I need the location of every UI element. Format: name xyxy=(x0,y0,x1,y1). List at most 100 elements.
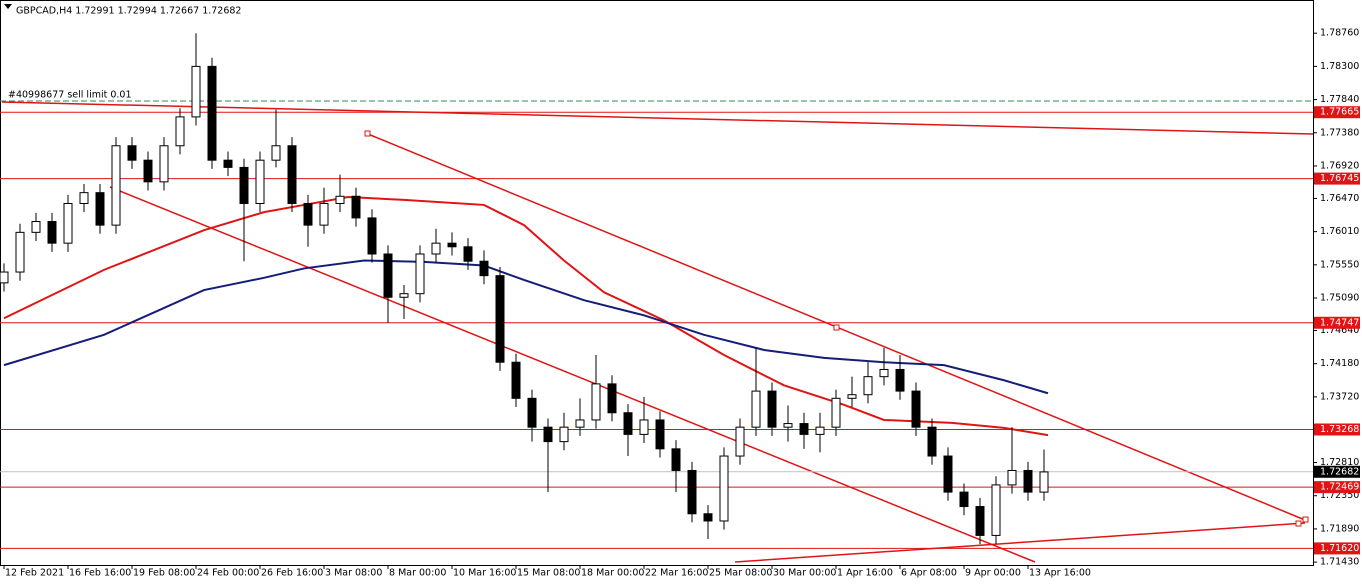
candle-body xyxy=(687,469,697,515)
candle-body xyxy=(207,65,217,161)
trendline xyxy=(109,186,1036,563)
candle-body xyxy=(639,419,649,435)
candle-body xyxy=(655,419,665,450)
candle-body xyxy=(1007,469,1017,486)
x-tick-label: 9 Apr 00:00 xyxy=(965,568,1021,579)
candle-body xyxy=(79,192,89,204)
trendline xyxy=(734,522,1306,563)
candle-body xyxy=(1039,471,1049,493)
price-label: 1.72469 xyxy=(1320,482,1359,493)
candle-body xyxy=(0,271,9,284)
price-label: 1.74747 xyxy=(1320,317,1359,328)
x-tick-label: 16 Feb 16:00 xyxy=(69,568,131,579)
y-tick-label: 1.72810 xyxy=(1320,457,1359,468)
candle-body xyxy=(15,231,25,273)
x-tick-label: 18 Mar 00:00 xyxy=(581,568,644,579)
candle-body xyxy=(527,397,537,428)
candle-body xyxy=(255,159,265,204)
x-tick-label: 24 Feb 00:00 xyxy=(197,568,259,579)
candle-body xyxy=(1023,469,1033,493)
candle-body xyxy=(991,484,1001,536)
price-label: 1.77665 xyxy=(1320,107,1359,118)
candle-body xyxy=(95,192,105,226)
candle-body xyxy=(847,394,857,399)
candle-body xyxy=(975,506,985,536)
candle-body xyxy=(591,383,601,421)
menu-arrow[interactable] xyxy=(4,4,12,9)
order-label: #40998677 sell limit 0.01 xyxy=(8,90,132,101)
candle-body xyxy=(383,253,393,298)
x-tick-label: 12 Feb 2021 xyxy=(5,568,64,579)
price-label-box xyxy=(1314,542,1360,555)
anchor xyxy=(364,130,371,137)
candle-body xyxy=(287,145,297,204)
y-tick-label: 1.72350 xyxy=(1320,490,1359,501)
candle-body xyxy=(271,145,281,161)
candle-body xyxy=(703,513,713,522)
y-tick-label: 1.75550 xyxy=(1320,259,1359,270)
x-tick-label: 3 Mar 08:00 xyxy=(325,568,382,579)
price-label-box xyxy=(1314,465,1360,478)
candle-body xyxy=(719,455,729,522)
candle-body xyxy=(831,397,841,428)
x-tick-label: 13 Apr 16:00 xyxy=(1029,568,1091,579)
moving-average xyxy=(3,195,1049,437)
candle-body xyxy=(607,383,617,414)
y-tick-label: 1.78760 xyxy=(1320,28,1359,39)
candle-body xyxy=(863,376,873,396)
x-tick-label: 22 Mar 16:00 xyxy=(645,568,708,579)
candle-body xyxy=(479,260,489,277)
candle-body xyxy=(463,246,473,262)
y-tick-label: 1.74640 xyxy=(1320,325,1359,336)
candle-body xyxy=(303,202,313,226)
x-tick-label: 1 Apr 16:00 xyxy=(837,568,893,579)
candle-body xyxy=(671,448,681,471)
candle-body xyxy=(223,159,233,168)
y-tick-label: 1.76470 xyxy=(1320,193,1359,204)
candle-body xyxy=(943,455,953,493)
candle-body xyxy=(511,361,521,399)
candle-body xyxy=(559,426,569,443)
candle-body xyxy=(31,221,41,233)
candle-body xyxy=(495,275,505,363)
candle-body xyxy=(319,202,329,226)
chart-title: GBPCAD,H4 1.72991 1.72994 1.72667 1.7268… xyxy=(16,6,241,17)
y-tick-label: 1.77380 xyxy=(1320,127,1359,138)
moving-average xyxy=(3,259,1049,395)
y-tick-label: 1.78300 xyxy=(1320,61,1359,72)
candle-body xyxy=(127,145,137,161)
candle-body xyxy=(159,145,169,183)
candle-body xyxy=(367,217,377,255)
candle-body xyxy=(799,423,809,435)
candle-body xyxy=(895,368,905,392)
price-label-box xyxy=(1314,423,1360,436)
y-tick-label: 1.77840 xyxy=(1320,94,1359,105)
candle-body xyxy=(927,426,937,457)
trendline xyxy=(1,101,1314,135)
candle-body xyxy=(191,65,201,118)
x-tick-label: 30 Mar 00:00 xyxy=(773,568,836,579)
price-label: 1.71620 xyxy=(1320,543,1359,554)
y-tick-label: 1.73720 xyxy=(1320,391,1359,402)
x-tick-label: 6 Apr 08:00 xyxy=(901,568,957,579)
candle-body xyxy=(735,426,745,457)
candle-body xyxy=(143,159,153,183)
candle-body xyxy=(751,390,761,428)
anchor xyxy=(833,324,840,331)
candle-body xyxy=(399,293,409,298)
candle-body xyxy=(879,368,889,378)
x-tick-label: 8 Mar 00:00 xyxy=(389,568,446,579)
candle-body xyxy=(815,426,825,435)
y-tick-label: 1.75090 xyxy=(1320,293,1359,304)
price-label-box xyxy=(1314,106,1360,119)
candle-body xyxy=(447,242,457,248)
price-label: 1.76745 xyxy=(1320,173,1359,184)
candle-body xyxy=(239,166,249,204)
price-label: 1.72682 xyxy=(1320,466,1359,477)
x-tick-label: 19 Feb 08:00 xyxy=(133,568,195,579)
y-tick-label: 1.71890 xyxy=(1320,523,1359,534)
price-label-box xyxy=(1314,481,1360,494)
candle-body xyxy=(47,221,57,244)
candle-body xyxy=(415,253,425,295)
